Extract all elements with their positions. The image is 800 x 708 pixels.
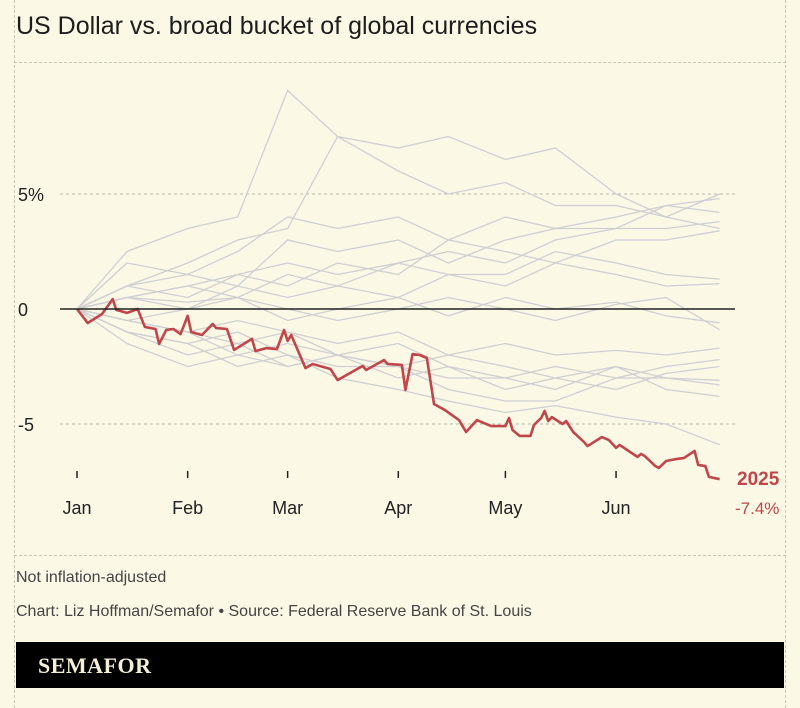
chart-title: US Dollar vs. broad bucket of global cur… [16, 12, 538, 40]
credit-line: Chart: Liz Hoffman/Semafor • Source: Fed… [16, 603, 532, 620]
series-line-2025 [75, 297, 720, 481]
x-tick-label: Mar [272, 498, 303, 518]
highlight-series-group [75, 297, 720, 481]
background-series-line [76, 89, 720, 310]
background-series-line [76, 308, 720, 446]
background-series [76, 89, 720, 446]
x-tick-label: Feb [172, 498, 203, 518]
x-tick-label: Jun [602, 498, 631, 518]
y-tick-label: -5 [18, 415, 34, 435]
series-end-value: -7.4% [735, 499, 779, 518]
line-chart: 5% 0 -5 Jan Feb Mar Apr May Jun 2025 -7.4% [18, 89, 780, 518]
top-divider [14, 62, 786, 63]
y-tick-label: 5% [18, 185, 44, 205]
x-tick-label: Apr [384, 498, 412, 518]
background-series-line [76, 296, 720, 324]
brand-logo: SEMAFOR [38, 653, 152, 678]
footnote: Not inflation-adjusted [16, 569, 167, 586]
x-tick-label: May [488, 498, 522, 518]
background-series-line [76, 308, 720, 402]
x-tick-label: Jan [62, 498, 91, 518]
series-label-2025: 2025 [737, 469, 780, 490]
bottom-divider [14, 555, 786, 556]
chart-frame [14, 0, 786, 708]
grid-lines [60, 193, 735, 425]
background-series-line [76, 250, 720, 310]
background-series-line [76, 230, 720, 310]
axes: 5% 0 -5 Jan Feb Mar Apr May Jun [18, 185, 735, 518]
background-series-line [76, 308, 720, 398]
y-tick-label: 0 [18, 300, 28, 320]
background-series-line [76, 296, 720, 331]
background-series-line [76, 135, 720, 310]
background-series-line [76, 204, 720, 310]
background-series-line [76, 262, 720, 310]
brand-bar: SEMAFOR [16, 642, 784, 688]
background-series-line [76, 308, 720, 356]
